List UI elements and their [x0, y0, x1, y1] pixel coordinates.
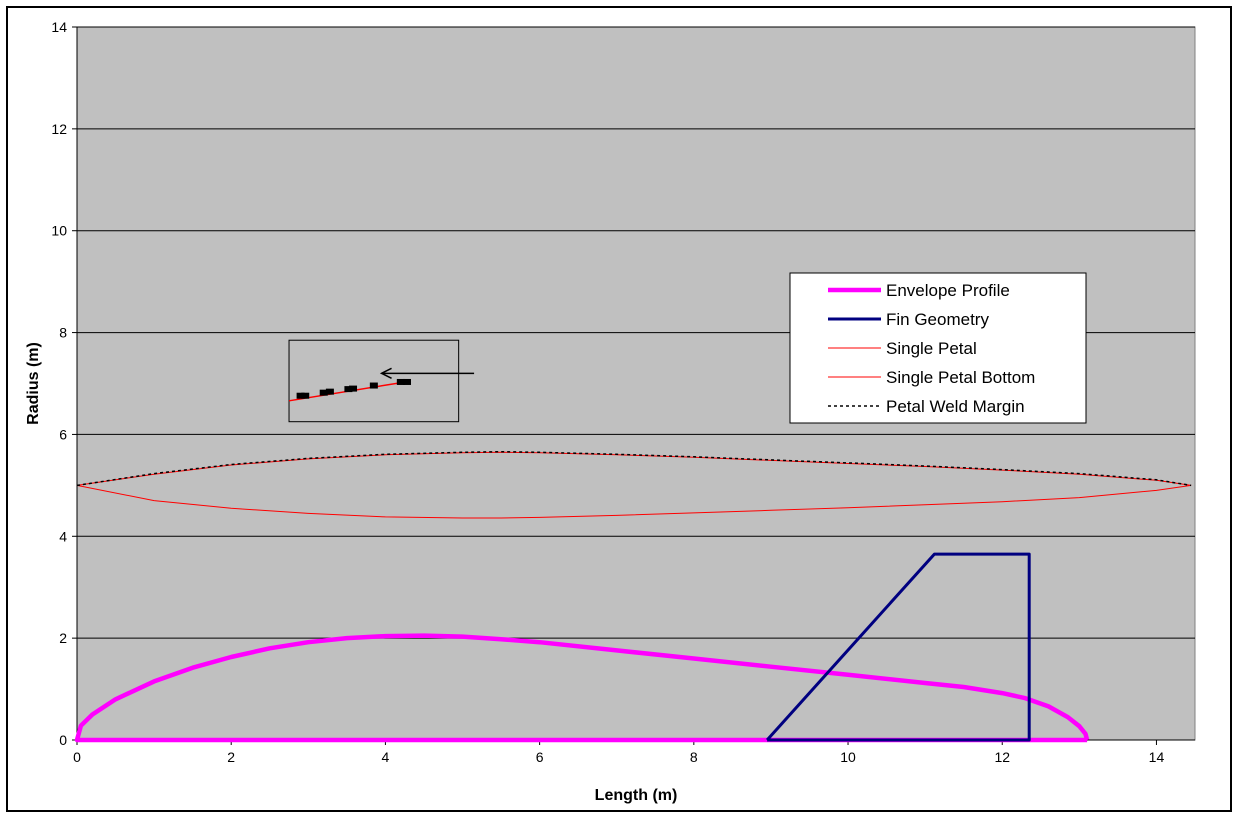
y-tick-label: 4	[59, 528, 67, 544]
y-tick-label: 10	[51, 223, 67, 239]
x-tick-label: 2	[227, 749, 235, 765]
inset-detail	[288, 339, 475, 423]
inset-marker	[319, 389, 328, 396]
y-tick-label: 2	[59, 630, 67, 646]
y-axis-title: Radius (m)	[25, 342, 42, 425]
legend-label: Envelope Profile	[886, 281, 1010, 300]
x-tick-label: 8	[690, 749, 698, 765]
y-tick-label: 8	[59, 325, 67, 341]
x-tick-label: 0	[73, 749, 81, 765]
y-tick-label: 12	[51, 121, 67, 137]
inset-marker	[403, 378, 412, 385]
y-tick-label: 0	[59, 732, 67, 748]
x-tick-label: 4	[382, 749, 390, 765]
y-tick-label: 14	[51, 19, 67, 35]
x-tick-label: 10	[840, 749, 856, 765]
inset-marker	[349, 385, 358, 392]
inset-arrow-head	[379, 367, 392, 379]
series-layer	[74, 450, 1192, 743]
inset-box	[288, 339, 460, 423]
x-axis-title: Length (m)	[595, 787, 678, 804]
x-tick-label: 12	[994, 749, 1010, 765]
inset-marker	[296, 392, 305, 399]
inset-marker	[301, 392, 310, 399]
series-line-4	[76, 450, 1192, 487]
series-line-0	[74, 633, 1090, 743]
legend-label: Fin Geometry	[886, 310, 989, 329]
inset-marker	[325, 388, 334, 395]
legend-label: Petal Weld Margin	[886, 397, 1025, 416]
y-tick-label: 6	[59, 426, 67, 442]
legend-label: Single Petal	[886, 339, 977, 358]
legend: Envelope Profile Fin Geometry Single Petal…	[789, 272, 1087, 424]
x-tick-label: 14	[1149, 749, 1165, 765]
inset-marker	[344, 386, 353, 393]
inset-marker	[396, 378, 405, 385]
legend-label: Single Petal Bottom	[886, 368, 1035, 387]
inset-marker	[369, 382, 378, 389]
x-tick-label: 6	[536, 749, 544, 765]
series-line-3	[76, 484, 1192, 519]
series-line-1	[765, 552, 1031, 742]
